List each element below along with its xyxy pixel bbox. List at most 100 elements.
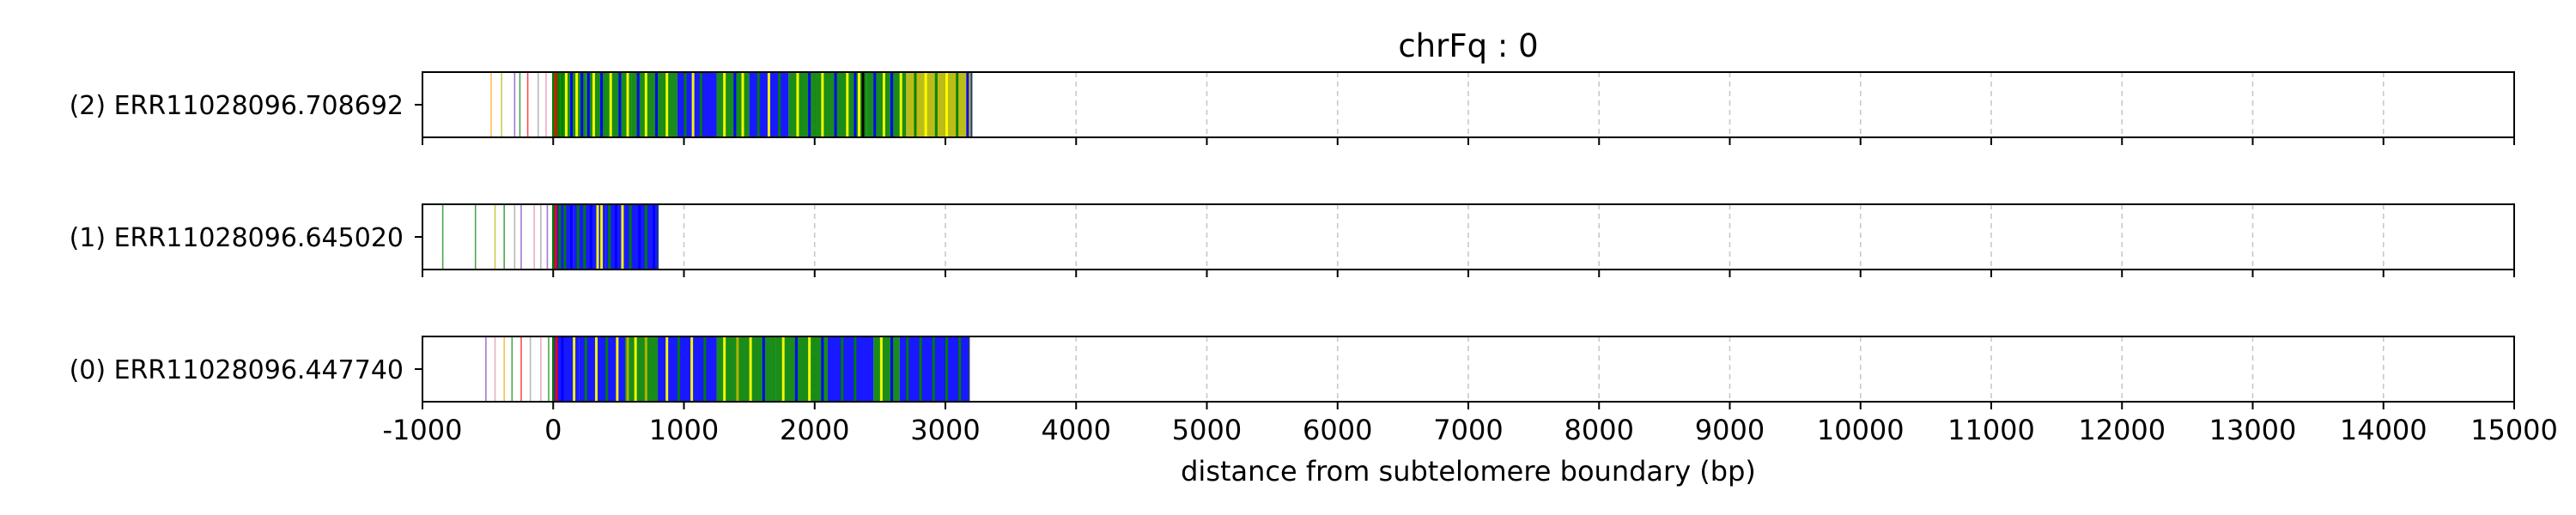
read-mark xyxy=(573,336,576,402)
read-mark xyxy=(749,336,752,402)
read-mark xyxy=(561,72,564,137)
read-mark xyxy=(545,72,547,137)
read-mark xyxy=(614,204,617,270)
read-mark xyxy=(592,72,595,137)
read-mark xyxy=(605,336,609,402)
read-mark xyxy=(736,336,739,402)
x-tick-label: 7000 xyxy=(1433,414,1503,446)
x-axis-label: distance from subtelomere boundary (bp) xyxy=(1181,455,1756,488)
read-segment xyxy=(873,336,900,402)
read-mark xyxy=(600,204,604,270)
read-label: (2) ERR11028096.708692 xyxy=(70,91,404,121)
x-tick-label: 6000 xyxy=(1303,414,1372,446)
read-mark xyxy=(575,72,579,137)
read-mark xyxy=(945,336,948,402)
read-mark xyxy=(494,204,496,270)
read-mark xyxy=(520,336,522,402)
read-label: (1) ERR11028096.645020 xyxy=(70,223,404,253)
x-tick-label: -1000 xyxy=(383,414,463,446)
read-mark xyxy=(834,72,837,137)
x-tick-label: 10000 xyxy=(1817,414,1905,446)
read-mark xyxy=(626,72,629,137)
read-mark xyxy=(609,72,612,137)
read-mark xyxy=(846,72,849,137)
read-mark xyxy=(644,72,647,137)
read-mark xyxy=(554,72,557,137)
read-mark xyxy=(513,72,516,137)
read-mark xyxy=(854,336,857,402)
read-mark xyxy=(945,72,948,137)
read-mark xyxy=(638,204,641,270)
x-tick-label: 8000 xyxy=(1564,414,1634,446)
read-mark xyxy=(540,204,542,270)
read-segment xyxy=(827,336,874,402)
read-mark xyxy=(558,204,562,270)
read-panel: (2) ERR11028096.708692 xyxy=(70,71,2515,145)
read-mark xyxy=(533,204,536,270)
read-mark xyxy=(655,72,659,137)
read-label: (0) ERR11028096.447740 xyxy=(70,355,404,385)
read-mark xyxy=(723,336,726,402)
read-mark xyxy=(966,72,969,137)
read-mark xyxy=(857,72,860,137)
read-mark xyxy=(634,336,637,402)
read-mark xyxy=(794,336,798,402)
read-mark xyxy=(821,72,824,137)
read-mark xyxy=(699,72,702,137)
read-mark xyxy=(914,72,917,137)
read-mark xyxy=(652,204,655,270)
read-mark xyxy=(618,72,622,137)
read-mark xyxy=(490,72,492,137)
read-mark xyxy=(556,72,560,137)
read-mark xyxy=(644,336,647,402)
read-mark xyxy=(513,204,516,270)
read-panel: (0) ERR11028096.447740 xyxy=(70,336,2515,409)
read-mark xyxy=(537,72,539,137)
read-mark xyxy=(665,72,669,137)
read-mark xyxy=(600,72,604,137)
read-mark xyxy=(796,72,799,137)
read-mark xyxy=(690,336,694,402)
read-mark xyxy=(519,72,521,137)
read-mark xyxy=(583,204,586,270)
read-mark xyxy=(540,336,542,402)
x-tick-label: 15000 xyxy=(2470,414,2558,446)
x-tick-label: 11000 xyxy=(1947,414,2035,446)
read-mark xyxy=(924,72,927,137)
read-panel: (1) ERR11028096.645020 xyxy=(70,203,2515,277)
read-mark xyxy=(546,204,549,270)
read-mark xyxy=(932,336,935,402)
read-mark xyxy=(636,72,640,137)
x-tick-label: 14000 xyxy=(2340,414,2427,446)
read-mark xyxy=(621,204,624,270)
read-mark xyxy=(956,72,959,137)
read-mark xyxy=(570,72,574,137)
read-mark xyxy=(703,336,707,402)
read-panels: (2) ERR11028096.708692 (1) ERR11028096.64… xyxy=(70,71,2515,409)
read-mark xyxy=(741,72,744,137)
x-tick-label: 2000 xyxy=(780,414,849,446)
read-mark xyxy=(919,336,922,402)
x-tick-label: 13000 xyxy=(2209,414,2297,446)
x-tick-label: 5000 xyxy=(1172,414,1242,446)
read-mark xyxy=(691,72,695,137)
read-segment xyxy=(716,336,776,402)
read-mark xyxy=(474,204,477,270)
read-mark xyxy=(767,72,770,137)
read-mark xyxy=(873,72,877,137)
read-mark xyxy=(503,204,505,270)
read-segment xyxy=(553,204,574,270)
read-mark xyxy=(526,72,529,137)
read-mark xyxy=(762,336,765,402)
read-mark xyxy=(879,336,883,402)
read-segment xyxy=(677,72,717,137)
read-mark xyxy=(934,72,938,137)
read-mark xyxy=(841,336,844,402)
read-mark xyxy=(808,72,811,137)
read-mark xyxy=(616,336,619,402)
read-mark xyxy=(554,204,557,270)
read-mark xyxy=(441,204,444,270)
read-mark xyxy=(570,204,574,270)
read-mark xyxy=(899,72,902,137)
